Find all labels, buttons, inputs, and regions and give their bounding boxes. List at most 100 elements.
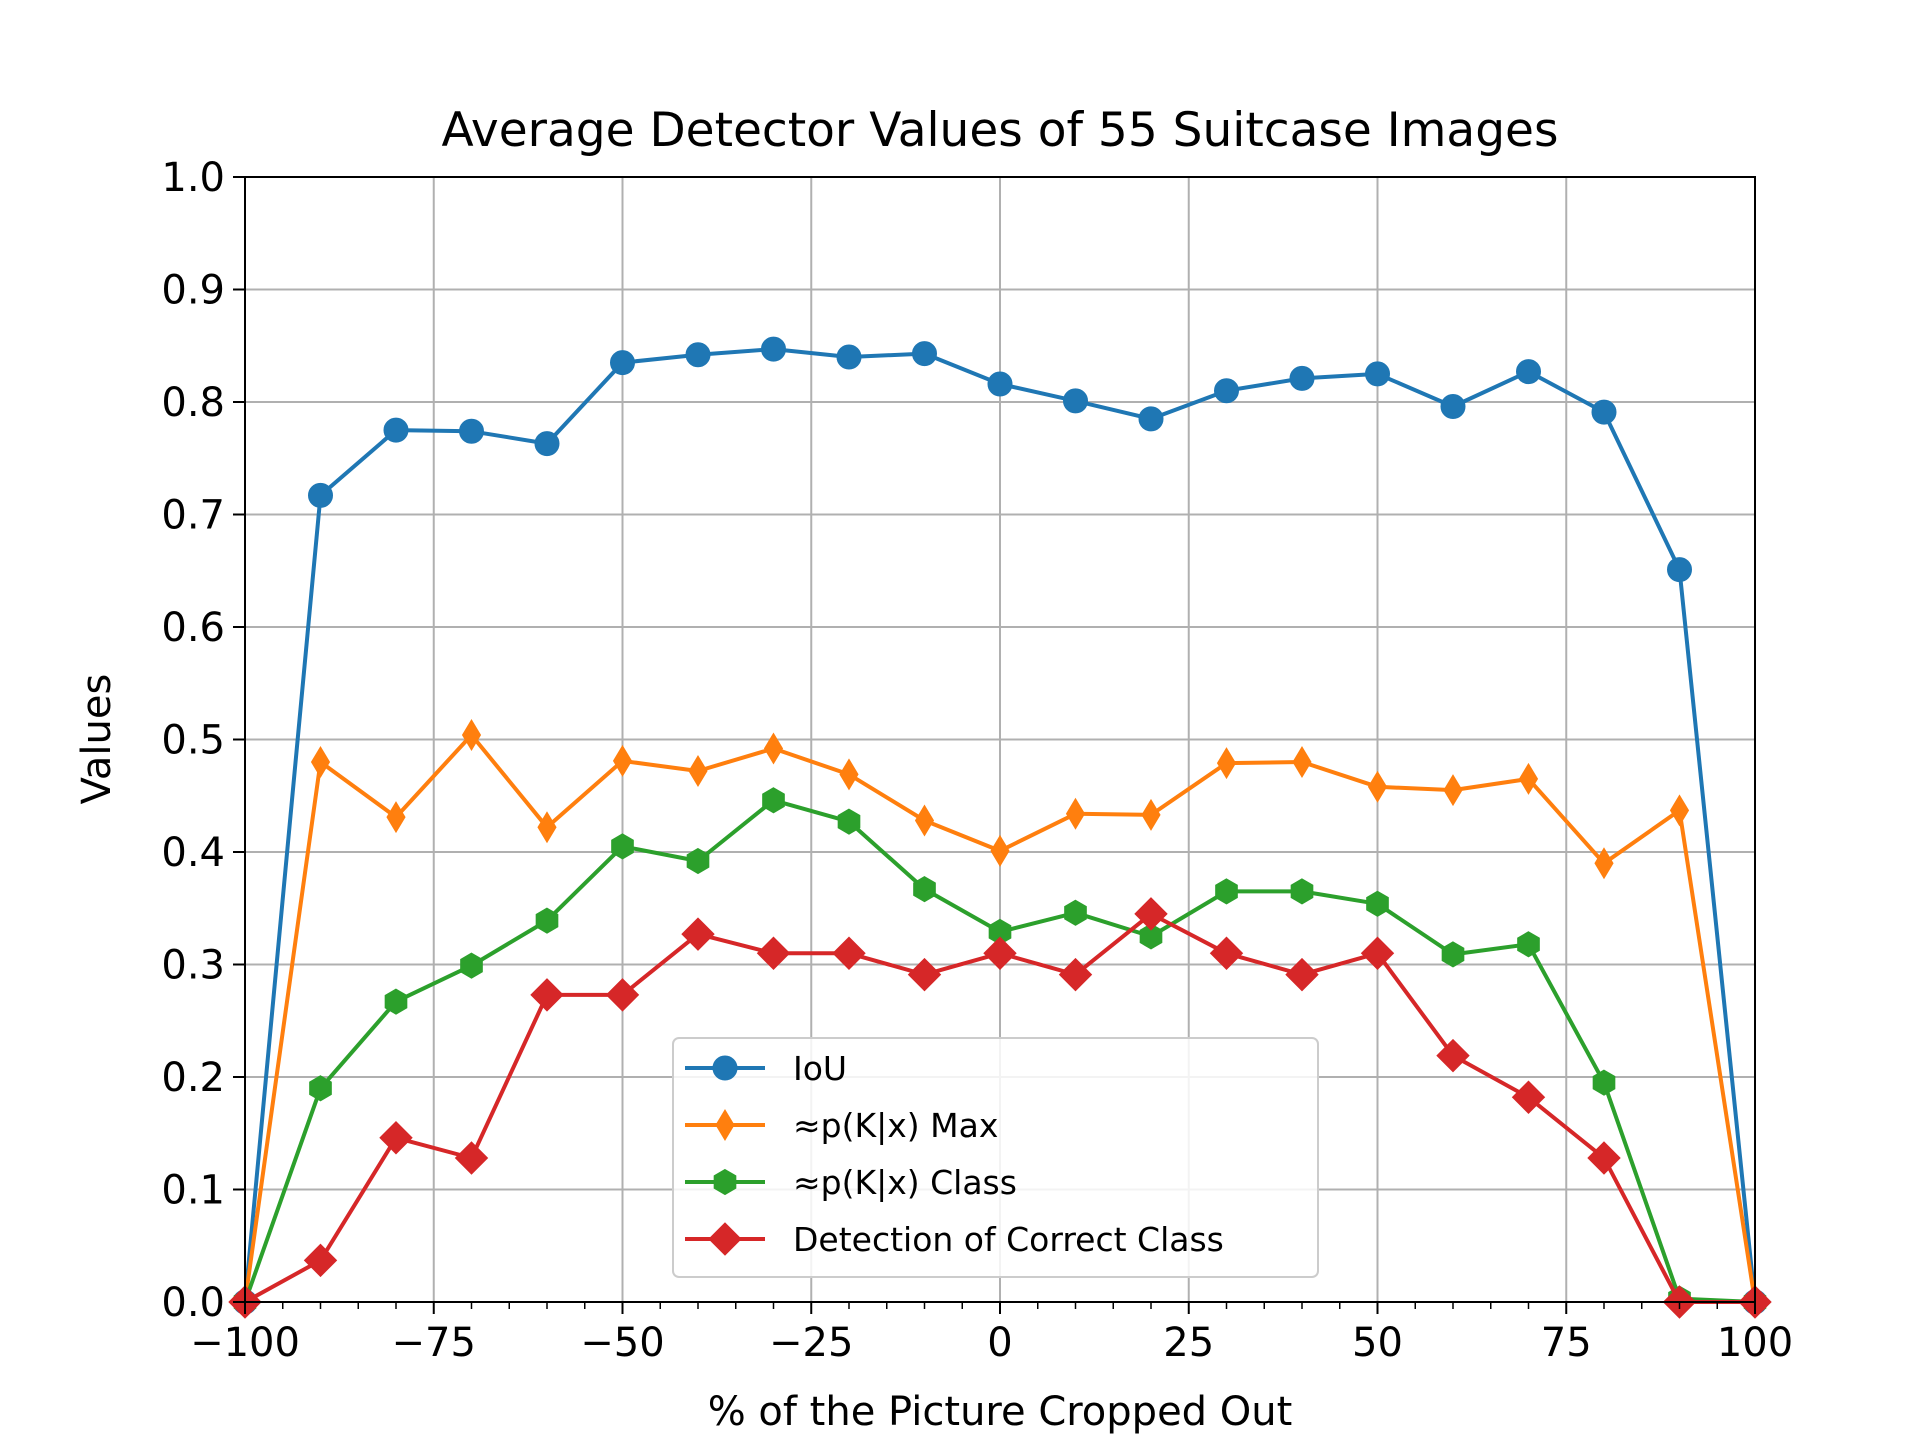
data-point [1360, 936, 1395, 970]
data-point [914, 804, 935, 837]
data-point [762, 787, 785, 814]
data-point [983, 936, 1017, 970]
legend-item: IoU [685, 1049, 847, 1088]
data-point [379, 1121, 413, 1155]
data-point [309, 1075, 332, 1102]
data-point [990, 834, 1010, 867]
y-tick-label: 0.4 [161, 830, 225, 876]
data-point [987, 371, 1013, 397]
y-tick-label: 1.0 [161, 155, 225, 201]
x-tick-label: 50 [1352, 1320, 1403, 1366]
data-point [761, 336, 786, 362]
chart-title: Average Detector Values of 55 Suitcase I… [442, 103, 1559, 158]
data-point [763, 732, 784, 765]
data-point [1063, 388, 1088, 414]
legend-label: Detection of Correct Class [793, 1220, 1224, 1259]
data-point [1064, 899, 1087, 926]
data-point [1517, 931, 1540, 958]
data-point [1594, 847, 1614, 880]
y-tick-label: 0.7 [161, 493, 225, 539]
data-point [1669, 794, 1690, 827]
legend-marker [713, 1168, 737, 1196]
data-point [836, 344, 862, 370]
data-point [1058, 957, 1093, 992]
data-point [1511, 1080, 1546, 1114]
y-tick-label: 0.9 [161, 268, 225, 314]
data-point [1587, 1141, 1621, 1175]
legend-marker [708, 1222, 742, 1256]
data-point [386, 801, 406, 834]
data-point [1215, 878, 1238, 905]
data-point [681, 917, 715, 951]
data-point [1366, 890, 1389, 917]
legend-item: ≈p(K|x) Class [685, 1163, 1017, 1202]
data-point [756, 936, 791, 970]
data-point [612, 744, 633, 777]
data-point [1139, 923, 1163, 950]
data-point [1441, 941, 1465, 968]
data-point [454, 1141, 489, 1175]
data-point [686, 847, 710, 875]
x-tick-label: 25 [1163, 1320, 1214, 1366]
data-point [1592, 1069, 1616, 1096]
y-tick-label: 0.5 [161, 718, 225, 764]
data-point [1516, 359, 1541, 385]
legend: IoU ≈p(K|x) Max ≈p(K|x) Class Detection of … [672, 1037, 1319, 1278]
data-point [912, 341, 937, 367]
data-point [384, 988, 408, 1015]
data-point [537, 811, 557, 844]
data-point [534, 431, 560, 457]
data-point [1367, 770, 1388, 803]
data-point [688, 755, 708, 787]
data-point [460, 952, 483, 979]
legend-label: ≈p(K|x) Class [793, 1163, 1017, 1202]
data-point [310, 746, 331, 778]
x-tick-label: 0 [987, 1320, 1012, 1366]
ticks: −100 −75 −50 −25 0 25 50 75 100 0.0 0.1 0.2 0.3 0.4 0.… [161, 155, 1793, 1366]
legend-label: ≈p(K|x) Max [793, 1106, 998, 1145]
x-tick-label: −50 [580, 1320, 664, 1366]
data-point [1292, 746, 1312, 778]
data-point [1518, 762, 1539, 795]
data-point [837, 808, 861, 835]
data-point [611, 833, 634, 860]
data-point [605, 978, 640, 1012]
data-point [530, 978, 564, 1012]
y-tick-label: 0.3 [161, 943, 225, 989]
data-point [1591, 399, 1617, 425]
x-axis-label: % of the Picture Cropped Out [708, 1389, 1293, 1435]
data-point [383, 417, 409, 443]
data-point [1436, 1038, 1470, 1073]
data-point [459, 418, 484, 444]
x-tick-label: −25 [769, 1320, 853, 1366]
data-point [913, 876, 936, 903]
series-2 [233, 787, 1767, 1316]
data-point [610, 350, 635, 376]
data-point [1134, 897, 1168, 931]
data-point [907, 957, 942, 992]
legend-item: ≈p(K|x) Max [685, 1106, 998, 1145]
x-tick-label: 75 [1541, 1320, 1592, 1366]
x-tick-label: −75 [392, 1320, 476, 1366]
data-point [1138, 406, 1164, 432]
data-point [461, 719, 482, 751]
data-point [1209, 936, 1244, 970]
legend-marker [712, 1055, 738, 1081]
data-point [303, 1243, 338, 1278]
legend-marker [715, 1109, 735, 1141]
data-point [535, 907, 559, 934]
series-layer [228, 336, 1772, 1319]
data-point [839, 758, 859, 791]
y-tick-label: 0.8 [161, 380, 225, 426]
data-point [1365, 361, 1390, 387]
data-point [1440, 394, 1466, 419]
legend-box [672, 1037, 1319, 1278]
data-point [685, 342, 711, 368]
data-point [1141, 798, 1161, 831]
data-point [1667, 557, 1692, 583]
y-tick-label: 0.2 [161, 1055, 225, 1101]
data-point [832, 936, 866, 970]
data-point [1290, 878, 1314, 905]
x-tick-label: 100 [1717, 1320, 1793, 1366]
